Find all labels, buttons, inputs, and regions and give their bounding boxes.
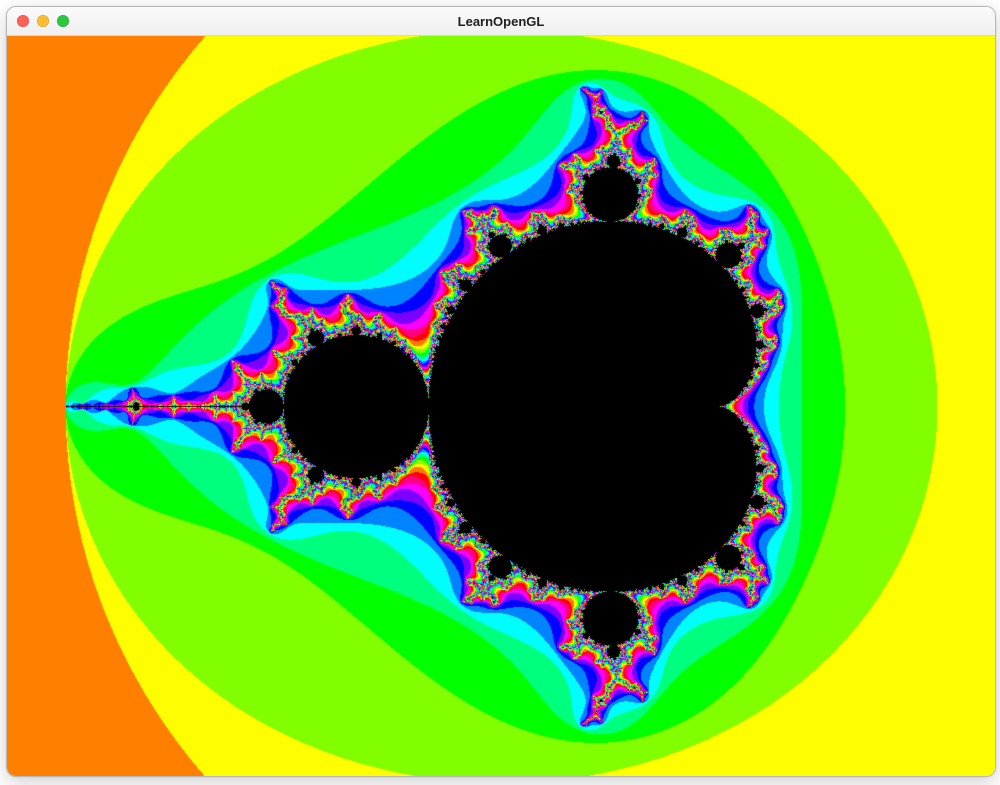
desktop: LearnOpenGL [0,0,1000,785]
gl-viewport [7,36,995,776]
window-title: LearnOpenGL [7,14,995,29]
window-controls [7,15,69,27]
minimize-icon[interactable] [37,15,49,27]
render-canvas [7,36,995,776]
zoom-icon[interactable] [57,15,69,27]
titlebar[interactable]: LearnOpenGL [7,7,995,36]
close-icon[interactable] [17,15,29,27]
app-window: LearnOpenGL [6,6,996,777]
